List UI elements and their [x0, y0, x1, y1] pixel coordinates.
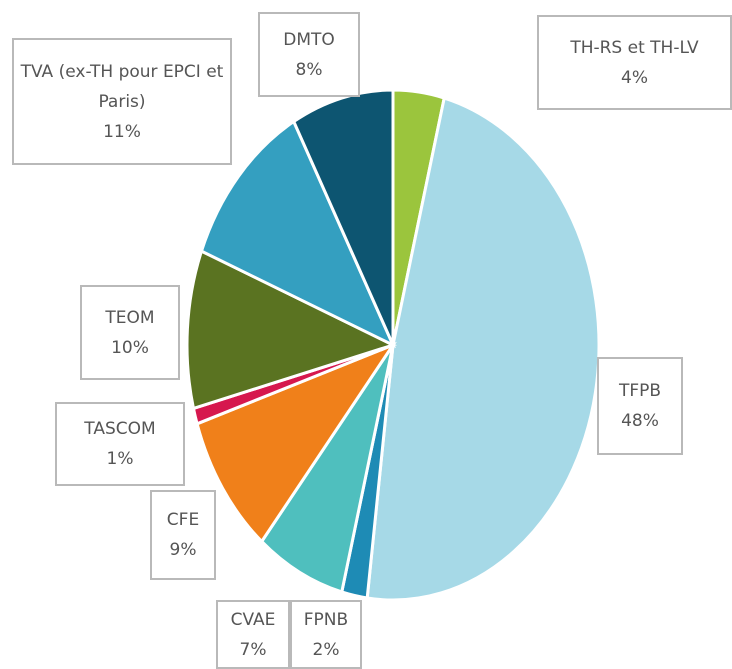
- label-value: 8%: [295, 59, 323, 80]
- label-value: 9%: [169, 540, 197, 560]
- slice-label: TEOM 10%: [80, 285, 180, 380]
- label-value: 7%: [239, 639, 267, 660]
- label-value: 11%: [103, 121, 141, 142]
- label-name: TVA (ex-TH pour EPCI et Paris): [20, 61, 224, 112]
- pie-slice: [291, 88, 395, 346]
- pie-slice: [199, 119, 397, 349]
- label-name: TASCOM: [84, 419, 156, 439]
- label-value: 10%: [111, 337, 149, 358]
- label-name: TFPB: [618, 381, 662, 401]
- slice-label: TFPB 48%: [597, 357, 683, 455]
- pie-slice: [195, 341, 397, 544]
- label-value: 48%: [621, 411, 659, 431]
- pie-slice: [365, 96, 601, 602]
- label-name: DMTO: [283, 29, 335, 50]
- slice-label: FPNB 2%: [290, 600, 362, 669]
- label-name: CVAE: [230, 609, 276, 630]
- pie-slice: [259, 344, 395, 594]
- slice-label: TASCOM 1%: [55, 402, 185, 486]
- label-name: TEOM: [105, 307, 155, 328]
- slice-label: CFE 9%: [150, 490, 216, 580]
- pie-slice: [185, 249, 398, 411]
- label-name: TH-RS et TH-LV: [570, 37, 699, 58]
- label-value: 1%: [106, 449, 134, 469]
- label-value: 2%: [312, 639, 340, 660]
- slice-label: DMTO 8%: [258, 12, 360, 97]
- label-name: FPNB: [303, 609, 349, 630]
- label-value: 4%: [621, 67, 648, 88]
- slice-label: TH-RS et TH-LV 4%: [537, 15, 732, 110]
- label-name: CFE: [166, 510, 200, 530]
- slice-label: TVA (ex-TH pour EPCI et Paris) 11%: [12, 38, 232, 165]
- slice-label: CVAE 7%: [216, 600, 290, 669]
